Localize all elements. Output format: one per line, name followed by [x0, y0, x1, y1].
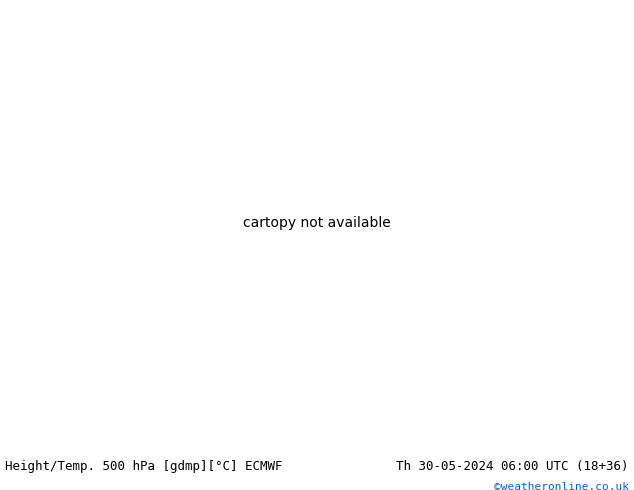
Text: Th 30-05-2024 06:00 UTC (18+36): Th 30-05-2024 06:00 UTC (18+36) — [396, 460, 629, 473]
Text: Height/Temp. 500 hPa [gdmp][°C] ECMWF: Height/Temp. 500 hPa [gdmp][°C] ECMWF — [5, 460, 283, 473]
Text: ©weatheronline.co.uk: ©weatheronline.co.uk — [494, 482, 629, 490]
Text: cartopy not available: cartopy not available — [243, 216, 391, 230]
